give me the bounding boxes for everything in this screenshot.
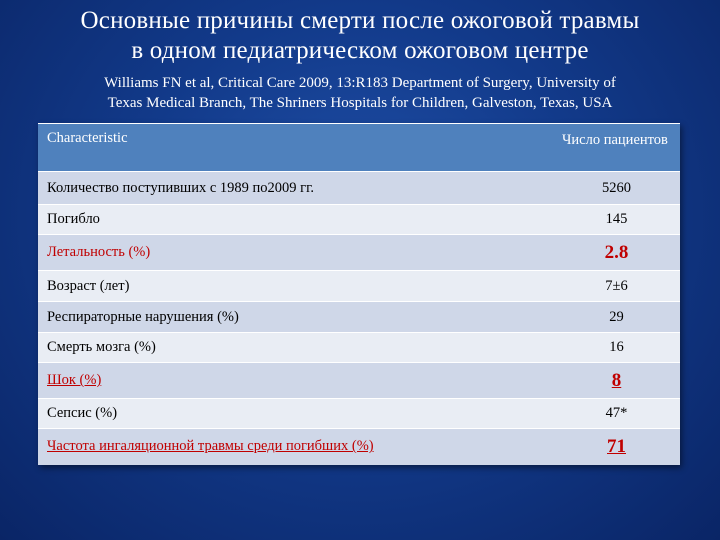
table-row: Респираторные нарушения (%) 29	[38, 301, 680, 333]
row-label-brain-death: Смерть мозга (%)	[38, 332, 553, 363]
table-row: Возраст (лет) 7±6	[38, 270, 680, 302]
title-line-1: Основные причины смерти после ожоговой т…	[80, 7, 640, 34]
row-label-died: Погибло	[38, 204, 553, 235]
row-label-mortality: Летальность (%)	[38, 234, 553, 271]
table-row: Летальность (%) 2.8	[38, 234, 680, 271]
table-row: Частота ингаляционной травмы среди погиб…	[38, 428, 680, 465]
statistics-table: Characteristic Число пациентов Количеств…	[38, 123, 680, 465]
row-label-inhalation-injury: Частота ингаляционной травмы среди погиб…	[38, 428, 553, 465]
row-value-sepsis: 47*	[553, 398, 680, 429]
row-value-shock: 8	[553, 362, 680, 399]
row-value-age: 7±6	[553, 270, 680, 302]
row-label-shock: Шок (%)	[38, 362, 553, 399]
row-value-respiratory: 29	[553, 301, 680, 333]
table-row: Шок (%) 8	[38, 362, 680, 399]
table-row: Количество поступивших с 1989 по2009 гг.…	[38, 171, 680, 205]
citation: Williams FN et al, Critical Care 2009, 1…	[0, 73, 720, 113]
citation-line-2: Texas Medical Branch, The Shriners Hospi…	[107, 95, 613, 111]
row-label-admitted: Количество поступивших с 1989 по2009 гг.	[38, 171, 553, 205]
row-value-mortality: 2.8	[553, 234, 680, 271]
citation-line-1: Williams FN et al, Critical Care 2009, 1…	[104, 75, 616, 91]
table-row: Смерть мозга (%) 16	[38, 332, 680, 363]
slide-title: Основные причины смерти после ожоговой т…	[0, 6, 720, 66]
header-characteristic: Characteristic	[38, 123, 553, 172]
table-row: Погибло 145	[38, 204, 680, 235]
header-patient-count: Число пациентов	[553, 123, 680, 172]
row-value-brain-death: 16	[553, 332, 680, 363]
title-line-2: в одном педиатрическом ожоговом центре	[131, 37, 589, 64]
table-row: Сепсис (%) 47*	[38, 398, 680, 429]
row-label-age: Возраст (лет)	[38, 270, 553, 302]
row-label-sepsis: Сепсис (%)	[38, 398, 553, 429]
table-header-row: Characteristic Число пациентов	[38, 123, 680, 172]
row-value-inhalation-injury: 71	[553, 428, 680, 465]
row-value-died: 145	[553, 204, 680, 235]
row-value-admitted: 5260	[553, 171, 680, 205]
row-label-respiratory: Респираторные нарушения (%)	[38, 301, 553, 333]
